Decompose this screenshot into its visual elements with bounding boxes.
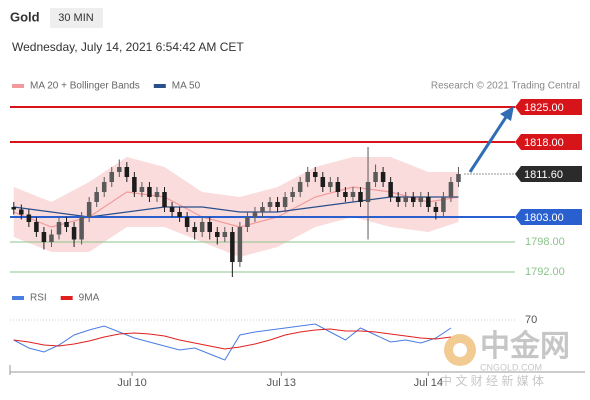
level-label: 1803.00 <box>524 212 564 224</box>
plot-layer: 1825.00 1818.00 1811.60 1803.00 1798.00 1792.… <box>10 81 582 389</box>
candle-body <box>101 182 107 192</box>
candle-body <box>426 197 431 207</box>
candle-body <box>456 174 461 182</box>
level-label-box <box>515 134 582 150</box>
candle-body <box>403 197 408 202</box>
candle-body <box>207 222 212 232</box>
watermark-logo-inner <box>453 343 467 357</box>
watermark-site: CNGOLD.COM <box>480 362 542 372</box>
x-tick-label: Jul 10 <box>117 377 146 389</box>
symbol: Gold <box>10 9 40 24</box>
level-label-box <box>515 99 582 115</box>
candle-body <box>313 172 318 177</box>
candle-body <box>328 182 333 187</box>
legend-swatch <box>153 84 166 88</box>
legend-swatch <box>12 84 24 88</box>
candle-body <box>237 227 243 262</box>
forecast-arrow <box>468 113 510 173</box>
candle-body <box>320 177 326 187</box>
candle-body <box>117 167 122 172</box>
watermark: 中金网 CNGOLD.COM 中 文 财 经 新 媒 体 <box>440 329 570 388</box>
candle-body <box>94 192 99 202</box>
candle-body <box>49 234 54 242</box>
candle-body <box>395 197 401 202</box>
candle-body <box>41 232 47 242</box>
candle-body <box>184 217 190 227</box>
timeframe-box[interactable] <box>50 8 103 28</box>
level-label: 1818.00 <box>524 137 564 149</box>
candle-body <box>260 207 265 212</box>
forecast-arrowhead <box>500 106 514 121</box>
bollinger-band <box>13 157 459 257</box>
candle-body <box>19 209 24 215</box>
candle-body <box>124 167 130 177</box>
candle-body <box>290 192 295 197</box>
level-label: 1811.60 <box>524 169 563 181</box>
legend-label: RSI <box>30 293 47 304</box>
legend-label: MA 20 + Bollinger Bands <box>30 81 140 92</box>
x-tick-label: Jul 13 <box>267 377 296 389</box>
candle-body <box>199 222 205 232</box>
legend-swatch <box>12 296 24 300</box>
candle-body <box>86 202 92 217</box>
candle-body <box>26 214 32 222</box>
candle-body <box>410 197 416 202</box>
credit: Research © 2021 Trading Central <box>431 81 580 92</box>
candle-body <box>132 177 137 192</box>
indicator-line <box>13 328 451 350</box>
x-tick-label: Jul 14 <box>414 377 443 389</box>
legend-swatch <box>60 296 73 300</box>
timeframe[interactable]: 30 MIN <box>58 12 94 24</box>
candle-body <box>162 192 167 207</box>
candle-body <box>358 192 363 202</box>
level-label: 1825.00 <box>524 102 564 114</box>
candle-body <box>448 182 454 197</box>
candle-body <box>215 232 220 237</box>
level-label-box <box>515 166 582 182</box>
candle-body <box>222 232 228 237</box>
candle-body <box>154 192 160 197</box>
candle-body <box>433 207 439 212</box>
candle-body <box>230 232 235 262</box>
candle-body <box>441 197 446 212</box>
candle-body <box>109 172 115 182</box>
watermark-tagline: 中 文 财 经 新 媒 体 <box>440 373 544 388</box>
candle-body <box>34 222 39 232</box>
candle-body <box>388 182 393 197</box>
level-label: 1792.00 <box>525 266 565 278</box>
candle-body <box>335 182 341 192</box>
candle-body <box>297 182 303 192</box>
datetime: Wednesday, July 14, 2021 6:54:42 AM CET <box>12 40 244 54</box>
candle-body <box>11 207 17 210</box>
candle-body <box>343 192 348 197</box>
candle-body <box>192 227 197 232</box>
candle-body <box>252 212 258 217</box>
candle-body <box>275 202 280 207</box>
candle-body <box>380 172 386 182</box>
candle-body <box>373 172 378 182</box>
candle-body <box>147 187 152 197</box>
candle-body <box>79 217 84 240</box>
candle-body <box>267 202 273 207</box>
candle-body <box>305 172 310 182</box>
legend-label: MA 50 <box>172 81 201 92</box>
candle-body <box>56 222 62 235</box>
y-tick-label: 70 <box>525 314 537 326</box>
candle-body <box>71 227 77 240</box>
candle-body <box>139 187 145 192</box>
candle-body <box>350 192 356 197</box>
candle-body <box>418 197 424 202</box>
candle-body <box>177 212 182 217</box>
level-label-box <box>515 209 582 225</box>
candle-body <box>245 217 250 227</box>
legend-label: 9MA <box>79 293 100 304</box>
watermark-name: 中金网 <box>480 329 570 363</box>
candle-body <box>169 207 175 212</box>
level-label: 1798.00 <box>525 236 565 248</box>
candle-body <box>282 197 288 207</box>
candle-body <box>64 222 69 227</box>
candle-body <box>365 182 371 202</box>
